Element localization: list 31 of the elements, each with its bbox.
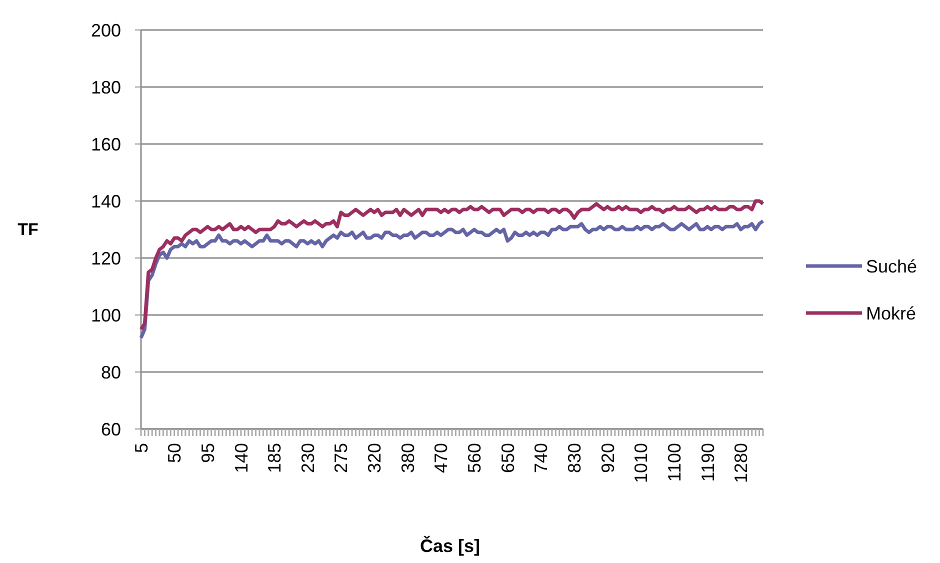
- x-tick-label: 830: [564, 443, 584, 474]
- x-tick-label: 320: [364, 443, 385, 474]
- x-tick-label: 230: [298, 443, 318, 474]
- x-tick-label: 470: [431, 443, 452, 474]
- y-axis-title: TF: [18, 220, 38, 239]
- x-tick-label: 185: [264, 443, 285, 474]
- y-tick-label: 100: [90, 305, 121, 326]
- x-tick-label: 1280: [731, 443, 752, 484]
- x-tick-label: 5: [131, 443, 152, 454]
- y-tick-label: 80: [100, 362, 121, 382]
- y-tick-label: 120: [90, 248, 121, 268]
- y-tick-label: 180: [90, 77, 121, 98]
- y-tick-label: 160: [90, 134, 121, 154]
- y-tick-label: 60: [100, 419, 121, 440]
- x-tick-label: 275: [331, 443, 352, 474]
- x-tick-label: 650: [498, 443, 518, 474]
- legend-label: Suché: [866, 256, 918, 276]
- x-tick-label: 740: [531, 443, 552, 474]
- y-tick-label: 140: [90, 191, 121, 212]
- x-axis-title: Čas [s]: [420, 535, 480, 556]
- x-tick-label: 140: [231, 443, 252, 474]
- x-tick-label: 95: [198, 443, 218, 464]
- x-tick-label: 920: [598, 443, 618, 474]
- x-tick-label: 1010: [631, 443, 652, 484]
- x-tick-label: 1100: [664, 443, 684, 482]
- x-tick-label: 1190: [698, 443, 718, 482]
- x-tick-label: 380: [398, 443, 418, 474]
- y-tick-label: 200: [90, 20, 121, 40]
- x-tick-label: 50: [164, 443, 185, 464]
- x-tick-label: 560: [464, 443, 485, 474]
- legend-label: Mokré: [866, 303, 916, 324]
